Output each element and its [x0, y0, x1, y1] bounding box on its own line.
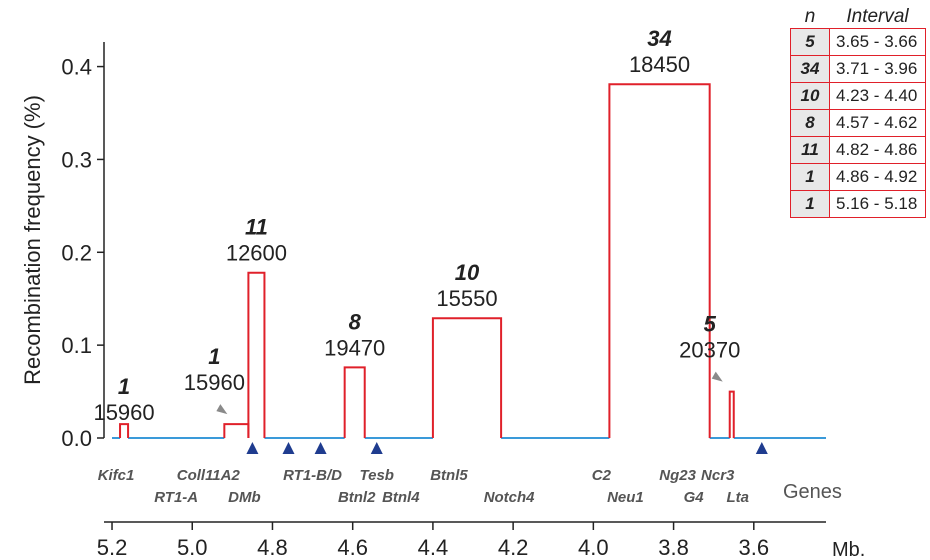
- interval-bar: [119, 423, 130, 438]
- interval-n-label: 1: [208, 344, 220, 369]
- table-row: 10 4.23 - 4.40: [790, 82, 926, 110]
- table-cell-interval: 4.57 - 4.62: [829, 109, 926, 137]
- pointer-arrow: [711, 371, 723, 382]
- y-tick-label: 0.2: [61, 240, 92, 265]
- pointer-arrow: [216, 404, 228, 415]
- interval-n-label: 11: [245, 215, 268, 240]
- gene-label: Btnl2: [338, 489, 376, 506]
- gene-label: Kifc1: [98, 467, 135, 484]
- y-tick-label: 0.0: [61, 426, 92, 451]
- table-cell-n: 34: [790, 55, 830, 83]
- gene-label: Neu1: [607, 489, 644, 506]
- interval-bar: [343, 366, 366, 438]
- gene-label: Coll11A2: [177, 467, 241, 484]
- table-cell-interval: 3.71 - 3.96: [829, 55, 926, 83]
- interval-n-label: 8: [349, 309, 362, 334]
- gene-label: C2: [592, 467, 612, 484]
- gene-label: Tesb: [360, 467, 394, 484]
- gene-label: G4: [684, 489, 705, 506]
- y-axis-label: Recombination frequency (%): [20, 95, 45, 385]
- table-row: 1 4.86 - 4.92: [790, 163, 926, 191]
- marker-triangle: [282, 442, 295, 454]
- x-axis: 5.2 5.0 4.8 4.6 4.4 4.2 4.0 3.8 3.6: [97, 521, 826, 560]
- interval-bar: [608, 83, 711, 438]
- x-tick-label: 4.4: [418, 535, 449, 560]
- interval-bar: [431, 317, 503, 438]
- table-cell-interval: 5.16 - 5.18: [829, 190, 926, 218]
- x-tick-label: 4.8: [257, 535, 288, 560]
- gene-label: Notch4: [484, 489, 535, 506]
- gene-label: Ng23: [659, 467, 696, 484]
- table-row: 34 3.71 - 3.96: [790, 55, 926, 83]
- gene-label: RT1-A: [154, 489, 198, 506]
- x-tick-label: 4.2: [498, 535, 529, 560]
- table-cell-n: 11: [790, 136, 830, 164]
- table-cell-n: 8: [790, 109, 830, 137]
- table-cell-n: 1: [790, 190, 830, 218]
- interval-n-label: 10: [455, 260, 480, 285]
- x-tick-label: 5.0: [177, 535, 208, 560]
- interval-count-label: 19470: [324, 335, 385, 360]
- gene-label: Btnl4: [382, 489, 420, 506]
- x-axis-unit: Mb.: [832, 539, 865, 560]
- interval-count-label: 15960: [93, 400, 154, 425]
- interval-bar: [223, 423, 250, 438]
- genes-title: Genes: [783, 481, 842, 503]
- x-tick-label: 4.0: [578, 535, 609, 560]
- table-cell-interval: 4.86 - 4.92: [829, 163, 926, 191]
- marker-triangle: [755, 442, 768, 454]
- gene-label: Ncr3: [701, 467, 735, 484]
- interval-n-label: 5: [704, 312, 717, 337]
- interval-bar: [247, 271, 266, 438]
- interval-count-label: 20370: [679, 338, 740, 363]
- marker-triangle: [246, 442, 259, 454]
- table-header-row: n Interval: [791, 6, 926, 29]
- interval-bar: [728, 390, 735, 438]
- table-cell-n: 5: [790, 28, 830, 56]
- table-cell-n: 1: [790, 163, 830, 191]
- marker-triangle: [314, 442, 327, 454]
- interval-n-label: 1: [118, 374, 130, 399]
- table-row: 11 4.82 - 4.86: [790, 136, 926, 164]
- x-tick-label: 3.6: [739, 535, 770, 560]
- table-header-n: n: [804, 6, 816, 27]
- gene-label: DMb: [228, 489, 261, 506]
- x-tick-label: 3.8: [658, 535, 689, 560]
- table-row: 5 3.65 - 3.66: [790, 28, 926, 56]
- gene-label: Lta: [727, 489, 750, 506]
- table-header-interval: Interval: [846, 6, 909, 27]
- interval-count-label: 15960: [184, 370, 245, 395]
- x-tick-label: 5.2: [97, 535, 128, 560]
- y-tick-label: 0.3: [61, 147, 92, 172]
- y-tick-label: 0.4: [61, 55, 92, 80]
- table-cell-interval: 4.23 - 4.40: [829, 82, 926, 110]
- y-tick-label: 0.1: [61, 333, 92, 358]
- marker-triangle: [370, 442, 383, 454]
- table-cell-n: 10: [790, 82, 830, 110]
- table-cell-interval: 3.65 - 3.66: [829, 28, 926, 56]
- y-axis: 0.0 0.1 0.2 0.3 0.4: [61, 42, 105, 451]
- gene-label: Btnl5: [430, 467, 468, 484]
- interval-count-label: 12600: [226, 241, 287, 266]
- interval-count-label: 15550: [436, 286, 497, 311]
- table-cell-interval: 4.82 - 4.86: [829, 136, 926, 164]
- gene-label: RT1-B/D: [283, 467, 342, 484]
- interval-table: n Interval 5 3.65 - 3.66 34 3.71 - 3.96 10 4.…: [790, 6, 926, 218]
- interval-count-label: 18450: [629, 52, 690, 77]
- interval-n-label: 34: [647, 26, 671, 51]
- table-row: 8 4.57 - 4.62: [790, 109, 926, 137]
- table-row: 1 5.16 - 5.18: [790, 190, 926, 218]
- x-tick-label: 4.6: [337, 535, 368, 560]
